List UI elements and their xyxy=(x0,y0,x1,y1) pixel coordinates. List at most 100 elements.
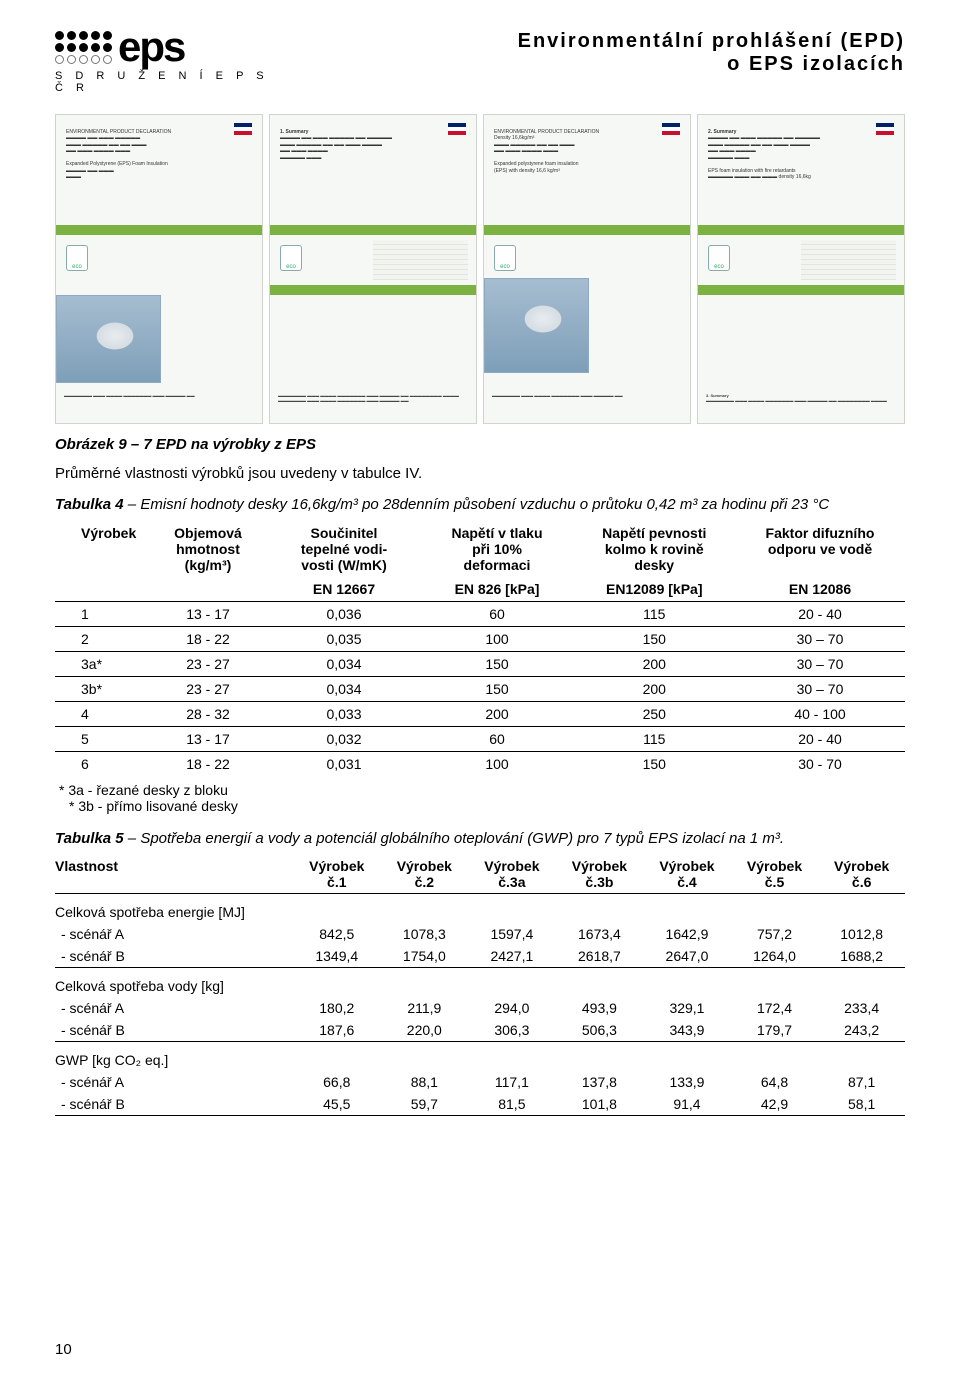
table-cell: 150 xyxy=(421,651,574,676)
table-row: 618 - 220,03110015030 - 70 xyxy=(55,751,905,776)
table-cell: 842,5 xyxy=(293,923,381,945)
table-row: - scénář B187,6220,0306,3506,3343,9179,7… xyxy=(55,1019,905,1042)
table-cell: 2647,0 xyxy=(643,945,731,968)
t4-footnote-3b: * 3b - přímo lisované desky xyxy=(59,798,905,814)
t4-en-12086: EN 12086 xyxy=(735,577,905,602)
table-cell: 0,034 xyxy=(268,676,421,701)
table-cell: 506,3 xyxy=(556,1019,644,1042)
table-4-caption-rest: – Emisní hodnoty desky 16,6kg/m³ po 28de… xyxy=(124,496,830,513)
row-label: - scénář A xyxy=(55,997,293,1019)
table-4: Výrobek Objemováhmotnost(kg/m³) Součinit… xyxy=(55,521,905,776)
t5-h-c6: Výrobekč.6 xyxy=(818,855,905,894)
title-line-2: o EPS izolacích xyxy=(518,53,905,76)
table-cell: 18 - 22 xyxy=(149,626,268,651)
table-cell: 200 xyxy=(574,676,736,701)
table-cell: 329,1 xyxy=(643,997,731,1019)
table-cell: 101,8 xyxy=(556,1093,644,1116)
table-cell: 23 - 27 xyxy=(149,651,268,676)
table-cell: 1688,2 xyxy=(818,945,905,968)
table-4-caption: Tabulka 4 – Emisní hodnoty desky 16,6kg/… xyxy=(55,496,905,513)
t4-h-tensile: Napětí pevnostikolmo k rovinědesky xyxy=(574,521,736,577)
table-cell: 757,2 xyxy=(731,923,819,945)
table-cell: 2427,1 xyxy=(468,945,556,968)
table-cell: 243,2 xyxy=(818,1019,905,1042)
table-cell: 2 xyxy=(55,626,149,651)
t4-footnote-3a: * 3a - řezané desky z bloku xyxy=(59,782,905,798)
table-cell: 200 xyxy=(421,701,574,726)
t5-h-property: Vlastnost xyxy=(55,855,293,894)
table-row: - scénář A66,888,1117,1137,8133,964,887,… xyxy=(55,1071,905,1093)
t4-en-12667: EN 12667 xyxy=(268,577,421,602)
logo-subtitle: S D R U Ž E N Í E P S Č R xyxy=(55,70,285,94)
epd-sheet-2: 1. Summary▬▬▬▬ ▬▬ ▬▬▬ ▬▬▬▬▬ ▬▬ ▬▬▬▬▬▬▬▬ … xyxy=(269,114,477,424)
t4-h-diffusion: Faktor difuzníhoodporu ve vodě xyxy=(735,521,905,577)
t4-h-lambda: Součiniteltepelné vodi-vosti (W/mK) xyxy=(268,521,421,577)
table-cell: 30 – 70 xyxy=(735,676,905,701)
table-cell: 211,9 xyxy=(381,997,469,1019)
table-row: 513 - 170,0326011520 - 40 xyxy=(55,726,905,751)
group-label: Celková spotřeba vody [kg] xyxy=(55,967,905,997)
lead-paragraph: Průměrné vlastnosti výrobků jsou uvedeny… xyxy=(55,465,905,482)
table-5: Vlastnost Výrobekč.1 Výrobekč.2 Výrobekč… xyxy=(55,855,905,1116)
table-cell: 250 xyxy=(574,701,736,726)
table-row: 113 - 170,0366011520 - 40 xyxy=(55,601,905,626)
table-cell: 493,9 xyxy=(556,997,644,1019)
t4-h-stress10: Napětí v tlakupři 10%deformaci xyxy=(421,521,574,577)
table-cell: 343,9 xyxy=(643,1019,731,1042)
table-cell: 28 - 32 xyxy=(149,701,268,726)
t5-h-c2: Výrobekč.2 xyxy=(381,855,469,894)
epd-sheet-4: 2. Summary▬▬▬▬ ▬▬ ▬▬▬ ▬▬▬▬▬ ▬▬ ▬▬▬▬▬▬▬▬ … xyxy=(697,114,905,424)
table-cell: 180,2 xyxy=(293,997,381,1019)
table-cell: 13 - 17 xyxy=(149,601,268,626)
table-group-head: Celková spotřeba energie [MJ] xyxy=(55,893,905,923)
row-label: - scénář B xyxy=(55,1093,293,1116)
table-cell: 150 xyxy=(574,751,736,776)
table-cell: 1 xyxy=(55,601,149,626)
table-cell: 200 xyxy=(574,651,736,676)
table-row: - scénář B45,559,781,5101,891,442,958,1 xyxy=(55,1093,905,1116)
table-row: - scénář B1349,41754,02427,12618,72647,0… xyxy=(55,945,905,968)
t4-h-density: Objemováhmotnost(kg/m³) xyxy=(149,521,268,577)
table-cell: 23 - 27 xyxy=(149,676,268,701)
table-cell: 294,0 xyxy=(468,997,556,1019)
table-cell: 6 xyxy=(55,751,149,776)
t4-en-12089: EN12089 [kPa] xyxy=(574,577,736,602)
figure-9-caption: Obrázek 9 – 7 EPD na výrobky z EPS xyxy=(55,436,905,453)
table-5-caption-rest: – Spotřeba energií a vody a potenciál gl… xyxy=(124,830,784,847)
table-cell: 0,032 xyxy=(268,726,421,751)
table-cell: 4 xyxy=(55,701,149,726)
table-cell: 13 - 17 xyxy=(149,726,268,751)
table-cell: 117,1 xyxy=(468,1071,556,1093)
table-cell: 150 xyxy=(574,626,736,651)
table-cell: 3a* xyxy=(55,651,149,676)
table-row: 218 - 220,03510015030 – 70 xyxy=(55,626,905,651)
table-cell: 88,1 xyxy=(381,1071,469,1093)
epd-sheet-1: ENVIRONMENTAL PRODUCT DECLARATION▬▬▬▬ ▬▬… xyxy=(55,114,263,424)
table-5-caption: Tabulka 5 – Spotřeba energií a vody a po… xyxy=(55,830,905,847)
eco-icon: eco xyxy=(280,245,302,271)
table-cell: 60 xyxy=(421,601,574,626)
t5-h-c3a: Výrobekč.3a xyxy=(468,855,556,894)
eco-icon: eco xyxy=(708,245,730,271)
table-cell: 115 xyxy=(574,726,736,751)
table-4-footnotes: * 3a - řezané desky z bloku * 3b - přímo… xyxy=(59,782,905,814)
table-5-caption-bold: Tabulka 5 xyxy=(55,830,124,847)
table-cell: 2618,7 xyxy=(556,945,644,968)
t5-h-c4: Výrobekč.4 xyxy=(643,855,731,894)
seal-photo xyxy=(56,295,161,383)
t5-h-c3b: Výrobekč.3b xyxy=(556,855,644,894)
table-cell: 91,4 xyxy=(643,1093,731,1116)
document-title: Environmentální prohlášení (EPD) o EPS i… xyxy=(518,30,905,76)
table-cell: 64,8 xyxy=(731,1071,819,1093)
table-cell: 45,5 xyxy=(293,1093,381,1116)
table-cell: 1754,0 xyxy=(381,945,469,968)
table-cell: 220,0 xyxy=(381,1019,469,1042)
table-cell: 20 - 40 xyxy=(735,726,905,751)
row-label: - scénář B xyxy=(55,1019,293,1042)
t5-h-c1: Výrobekč.1 xyxy=(293,855,381,894)
table-cell: 137,8 xyxy=(556,1071,644,1093)
table-cell: 100 xyxy=(421,626,574,651)
table-cell: 150 xyxy=(421,676,574,701)
table-cell: 30 – 70 xyxy=(735,651,905,676)
table-cell: 133,9 xyxy=(643,1071,731,1093)
